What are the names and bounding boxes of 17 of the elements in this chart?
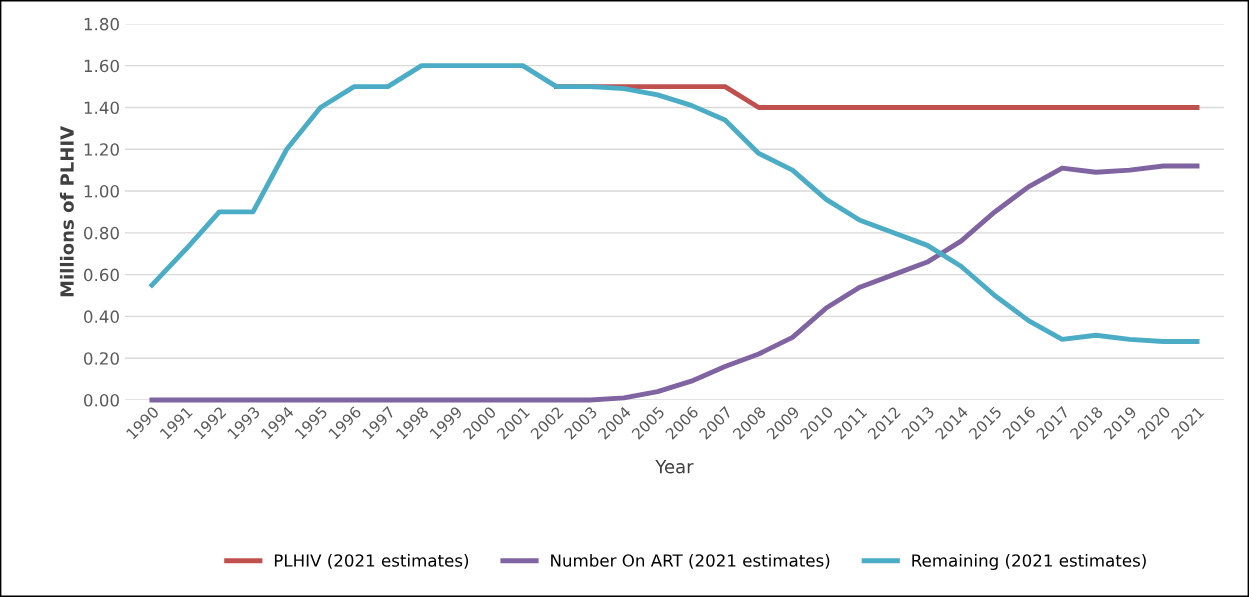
y-axis-title: Millions of PLHIV [59, 125, 74, 297]
y-tick-label: 0.40 [84, 310, 119, 323]
y-tick-label: 0.00 [84, 393, 119, 407]
y-tick-label: 0.60 [84, 268, 119, 282]
line-series [149, 163, 1200, 403]
x-axis-title: Year [655, 460, 694, 474]
legend-label: PLHIV (2021 estimates) [274, 553, 469, 569]
y-tick-label: 1.40 [84, 101, 119, 115]
line-series [149, 63, 1200, 344]
y-tick-label: 1.60 [84, 59, 119, 73]
y-tick-label: 1.20 [84, 143, 119, 156]
y-tick-label: 0.20 [84, 352, 119, 365]
legend-label: Remaining (2021 estimates) [912, 553, 1146, 571]
y-tick-label: 1.80 [84, 17, 119, 31]
legend-label: Number On ART (2021 estimates) [551, 553, 830, 569]
y-tick-label: 0.80 [84, 226, 119, 240]
y-tick-label: 1.00 [84, 185, 119, 198]
